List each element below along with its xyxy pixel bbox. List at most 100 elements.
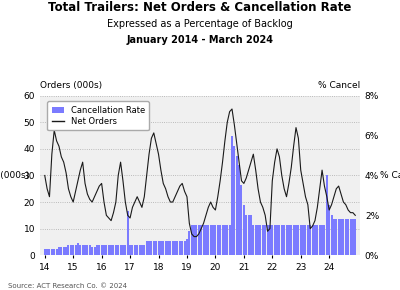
Legend: Cancellation Rate, Net Orders: Cancellation Rate, Net Orders [47, 102, 149, 130]
Bar [324, 225, 326, 255]
Bar [302, 225, 304, 255]
Bar [326, 175, 328, 255]
Bar [297, 225, 299, 255]
Bar [295, 225, 297, 255]
Bar [229, 225, 231, 255]
Bar [101, 245, 103, 255]
Bar [276, 225, 278, 255]
Bar [248, 215, 250, 255]
Bar [188, 231, 190, 255]
Bar [217, 225, 219, 255]
Bar [290, 225, 292, 255]
Bar [222, 225, 224, 255]
Bar [226, 225, 228, 255]
Bar [278, 225, 280, 255]
Bar [70, 245, 72, 255]
Bar [293, 225, 295, 255]
Bar [271, 225, 273, 255]
Bar [338, 219, 340, 255]
Bar [138, 245, 140, 255]
Bar [120, 245, 122, 255]
Bar [105, 245, 107, 255]
Bar [158, 241, 160, 255]
Bar [162, 241, 164, 255]
Bar [169, 241, 171, 255]
Bar [347, 219, 349, 255]
Bar [266, 225, 268, 255]
Bar [333, 219, 335, 255]
Bar [184, 241, 186, 255]
Bar [124, 245, 126, 255]
Bar [262, 225, 264, 255]
Bar [243, 205, 245, 255]
Bar [233, 146, 235, 255]
Bar [141, 245, 143, 255]
Bar [181, 241, 183, 255]
Bar [127, 211, 129, 255]
Bar [288, 225, 290, 255]
Bar [328, 205, 330, 255]
Bar [150, 241, 152, 255]
Bar [245, 215, 247, 255]
Bar [236, 155, 238, 255]
Bar [153, 241, 155, 255]
Bar [260, 225, 262, 255]
Text: % Cancel: % Cancel [380, 171, 400, 180]
Bar [136, 245, 138, 255]
Bar [63, 247, 65, 255]
Bar [255, 225, 257, 255]
Bar [167, 241, 169, 255]
Bar [110, 245, 112, 255]
Bar [186, 239, 188, 255]
Bar [96, 245, 98, 255]
Bar [134, 245, 136, 255]
Bar [193, 225, 195, 255]
Bar [340, 219, 342, 255]
Bar [132, 245, 134, 255]
Bar [319, 225, 321, 255]
Bar [98, 245, 100, 255]
Bar [79, 245, 81, 255]
Bar [143, 245, 145, 255]
Bar [198, 225, 200, 255]
Bar [60, 247, 62, 255]
Bar [117, 245, 119, 255]
Bar [345, 219, 347, 255]
Bar [219, 225, 221, 255]
Bar [214, 225, 216, 255]
Bar [257, 225, 259, 255]
Bar [207, 225, 209, 255]
Bar [48, 249, 50, 255]
Bar [91, 247, 93, 255]
Bar [74, 245, 76, 255]
Bar [148, 241, 150, 255]
Bar [240, 185, 242, 255]
Bar [94, 247, 96, 255]
Bar [300, 225, 302, 255]
Bar [200, 225, 202, 255]
Bar [224, 225, 226, 255]
Bar [160, 241, 162, 255]
Bar [84, 245, 86, 255]
Bar [112, 245, 114, 255]
Bar [115, 245, 117, 255]
Bar [314, 225, 316, 255]
Bar [342, 219, 344, 255]
Bar [56, 249, 58, 255]
Bar [65, 247, 67, 255]
Bar [179, 241, 181, 255]
Bar [176, 241, 178, 255]
Bar [269, 225, 271, 255]
Bar [250, 215, 252, 255]
Bar [205, 225, 207, 255]
Text: Expressed as a Percentage of Backlog: Expressed as a Percentage of Backlog [107, 19, 293, 29]
Bar [77, 243, 79, 255]
Bar [146, 241, 148, 255]
Bar [155, 241, 157, 255]
Text: Orders (000s): Orders (000s) [40, 81, 102, 90]
Bar [82, 245, 84, 255]
Text: January 2014 - March 2024: January 2014 - March 2024 [126, 35, 274, 45]
Bar [286, 225, 288, 255]
Bar [53, 249, 55, 255]
Bar [264, 225, 266, 255]
